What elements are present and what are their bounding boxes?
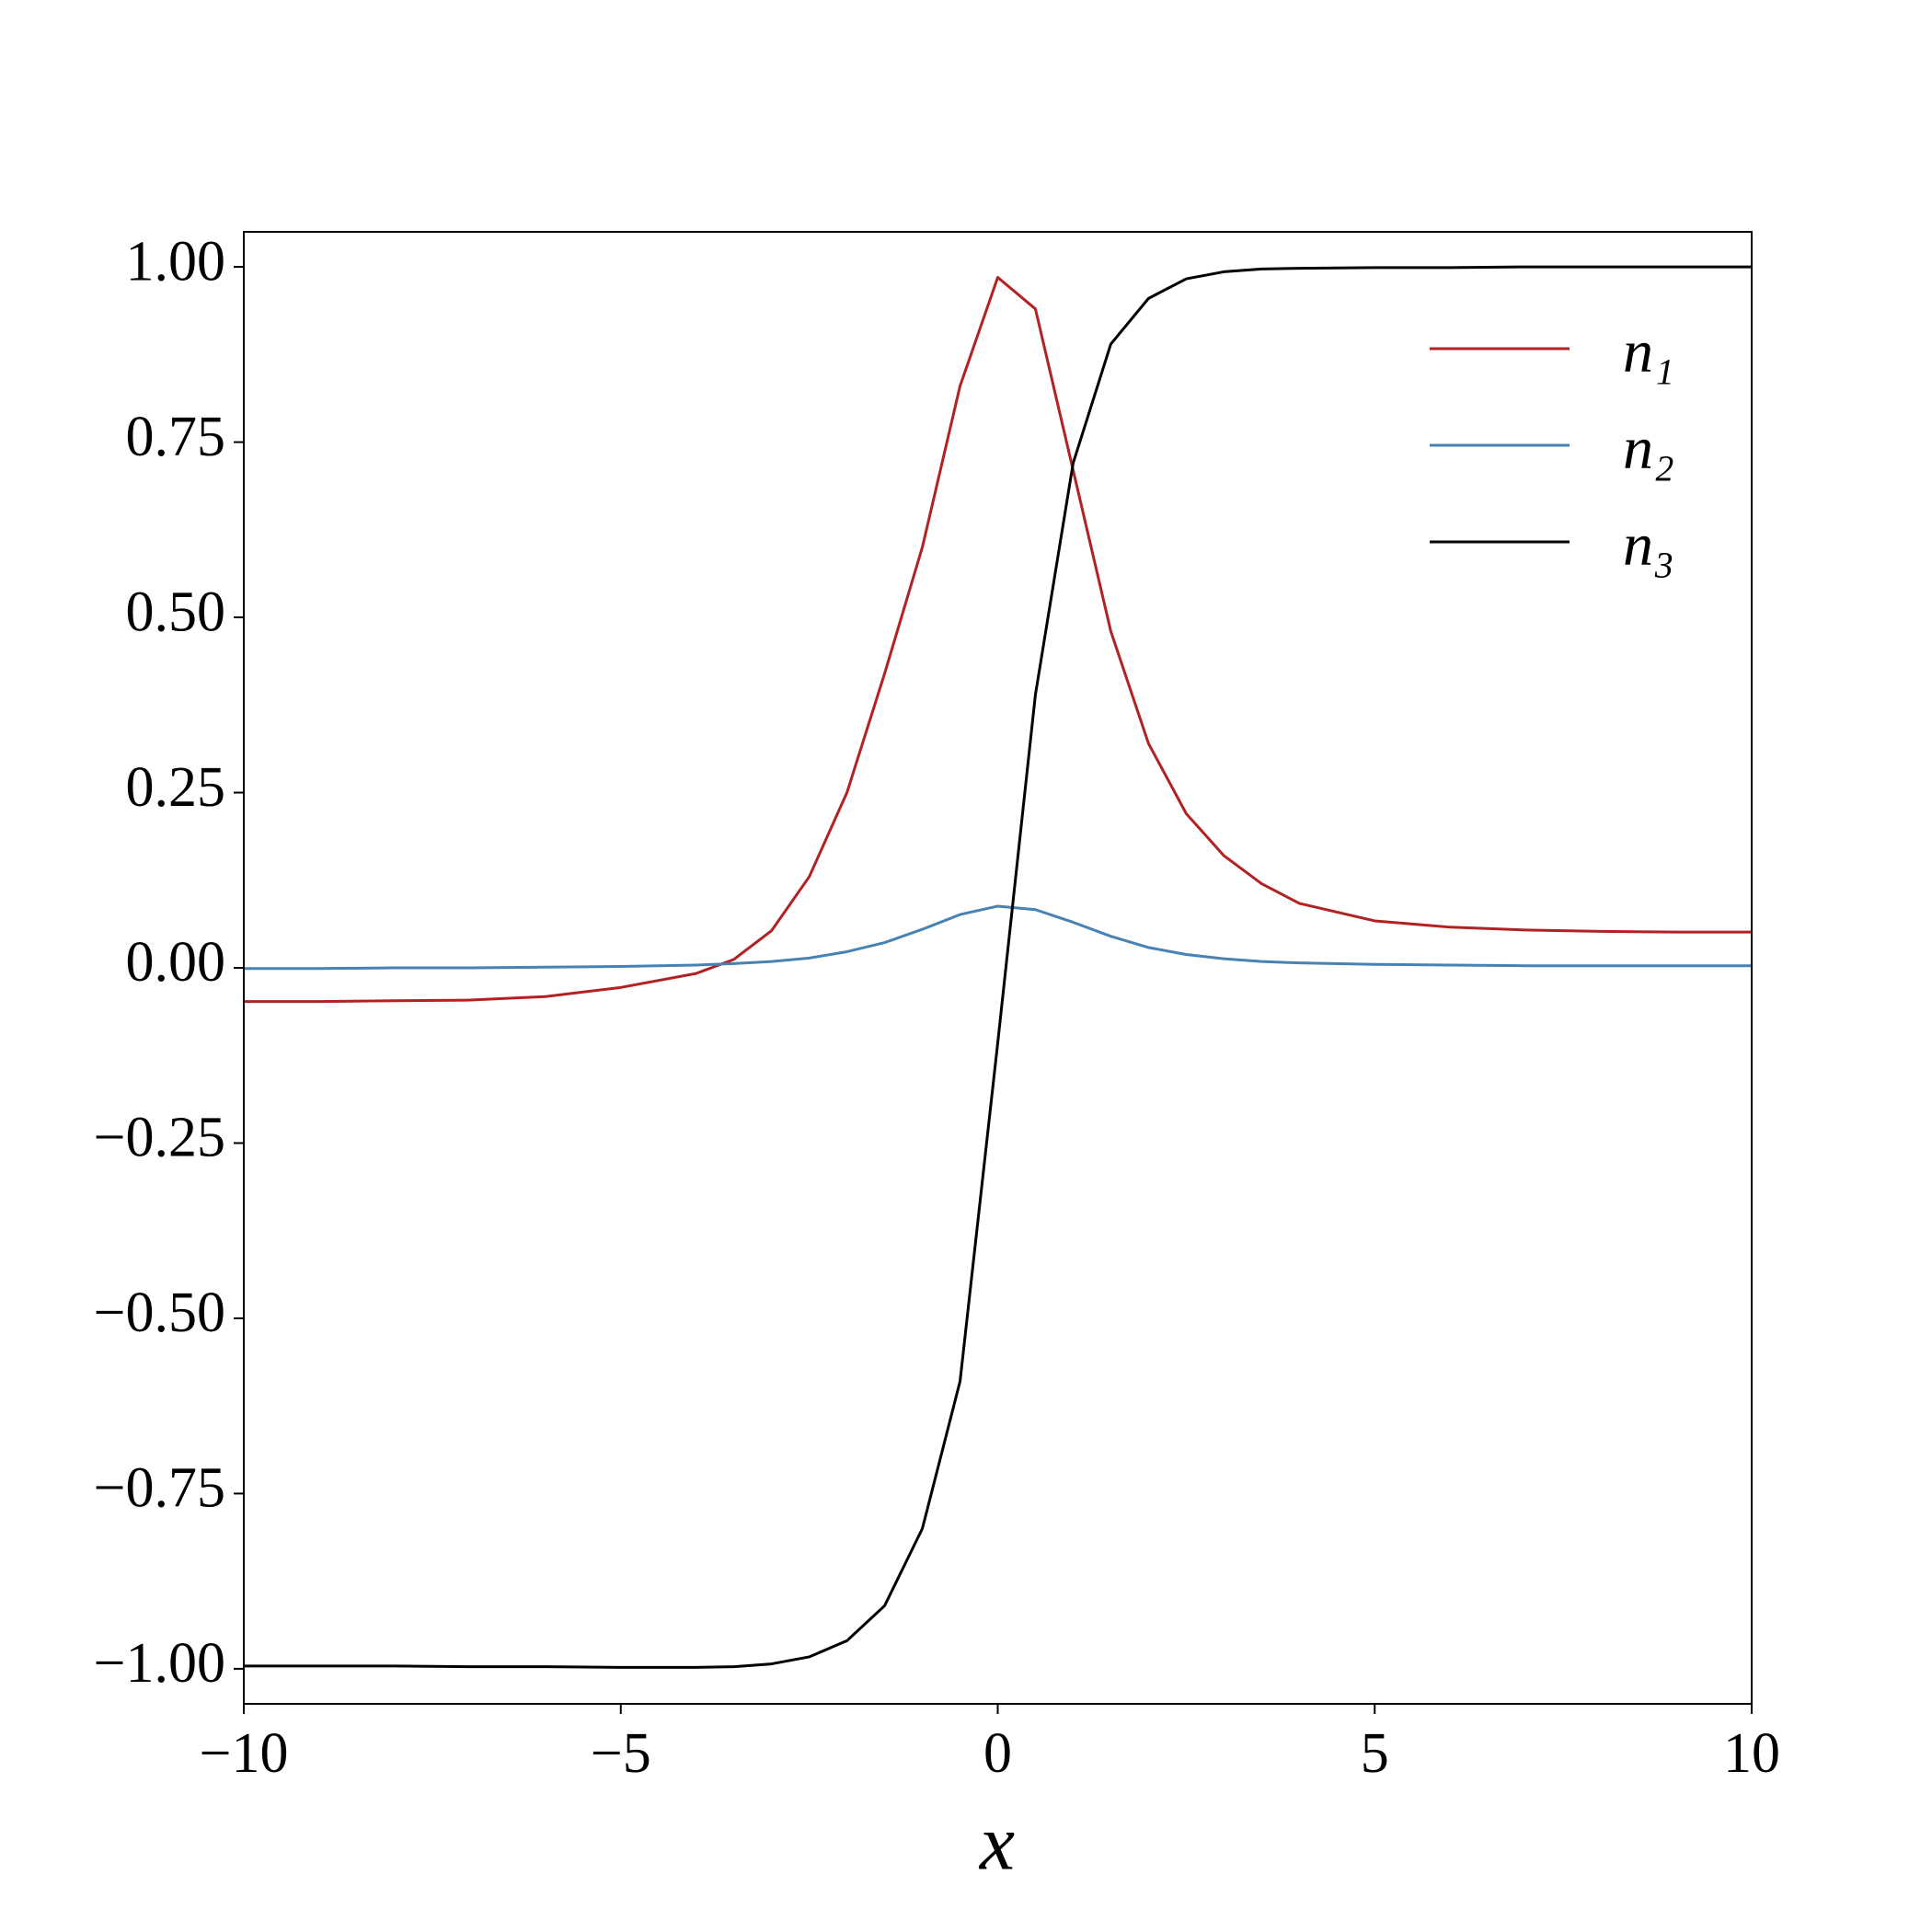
y-tick-label: 0.00 [126, 931, 226, 994]
x-tick-label: −10 [200, 1722, 289, 1785]
x-tick-label: 0 [983, 1722, 1012, 1785]
x-axis-label: x [978, 1799, 1015, 1887]
y-tick-label: 0.75 [126, 406, 226, 468]
y-tick-label: 0.50 [126, 581, 226, 643]
y-tick-label: 0.25 [126, 756, 226, 819]
y-tick-label: 1.00 [126, 230, 226, 293]
legend-label: n₃ [1623, 512, 1674, 579]
line-series [244, 276, 1752, 1004]
x-tick-label: 10 [1723, 1722, 1780, 1785]
legend-label: n₁ [1623, 318, 1674, 385]
y-tick-label: −0.25 [94, 1107, 225, 1169]
y-tick-label: −1.00 [94, 1632, 225, 1695]
line-series [244, 904, 1752, 971]
legend-label: n₂ [1623, 415, 1674, 482]
plot-frame [243, 231, 1753, 1705]
x-tick-label: 5 [1361, 1722, 1389, 1785]
x-tick-label: −5 [591, 1722, 651, 1785]
line-series [244, 265, 1752, 1669]
y-tick-label: −0.50 [94, 1282, 225, 1344]
y-tick-label: −0.75 [94, 1457, 225, 1520]
